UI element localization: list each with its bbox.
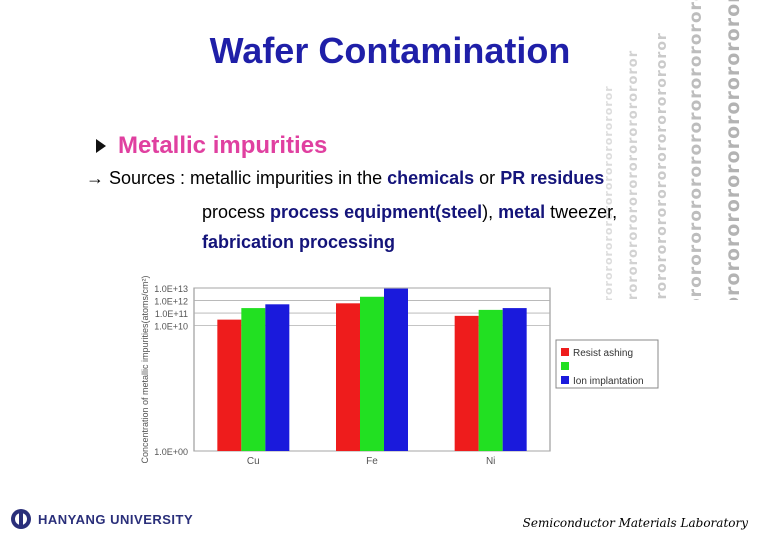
metal-text: metal bbox=[498, 202, 546, 222]
y-tick-label: 1.0E+11 bbox=[155, 309, 188, 319]
sources-prefix: → Sources : metallic impurities in the bbox=[86, 168, 388, 188]
bar bbox=[384, 288, 408, 451]
sources-line-2: process process equipment(steel), metal … bbox=[202, 202, 617, 223]
pr-residues-text: PR residues bbox=[500, 168, 605, 188]
bar bbox=[360, 296, 384, 451]
bar bbox=[265, 304, 290, 451]
or-text: or bbox=[474, 168, 501, 188]
university-logo: HANYANG UNIVERSITY bbox=[10, 508, 193, 530]
x-tick-label: Cu bbox=[247, 456, 260, 467]
lab-name: Semiconductor Materials Laboratory bbox=[522, 516, 748, 530]
bullet-heading: Metallic impurities bbox=[96, 128, 327, 164]
slide-title: Wafer Contamination bbox=[209, 30, 571, 71]
bar bbox=[217, 319, 242, 451]
bar bbox=[241, 308, 266, 451]
bar bbox=[502, 308, 527, 451]
tweezer-text: tweezer, bbox=[545, 202, 618, 222]
sources-line-3: fabrication processing bbox=[202, 232, 396, 252]
university-emblem-icon bbox=[11, 509, 31, 529]
y-tick-label: 1.0E+10 bbox=[154, 322, 188, 332]
bar bbox=[478, 309, 503, 451]
legend-swatch bbox=[561, 376, 569, 384]
x-tick-label: Fe bbox=[366, 456, 378, 467]
bar bbox=[336, 303, 360, 451]
university-name: HANYANG UNIVERSITY bbox=[38, 511, 194, 527]
legend-label: Resist ashing bbox=[573, 348, 633, 359]
bullet-text: Metallic impurities bbox=[118, 132, 328, 159]
process-text: process bbox=[202, 202, 271, 222]
triangle-bullet-icon bbox=[96, 139, 106, 153]
sources-line-1: → Sources : metallic impurities in the c… bbox=[86, 168, 604, 189]
bar bbox=[454, 315, 479, 451]
separator-text: ), bbox=[482, 202, 499, 222]
y-tick-label: 1.0E+00 bbox=[154, 447, 188, 457]
legend-swatch bbox=[561, 348, 569, 356]
legend-label: Ion implantation bbox=[573, 376, 644, 387]
y-tick-label: 1.0E+13 bbox=[154, 284, 188, 294]
chemicals-text: chemicals bbox=[387, 168, 475, 188]
y-axis-label: Concentration of metallic impurities(ato… bbox=[140, 275, 150, 463]
legend-box bbox=[555, 339, 659, 389]
equipment-text: process equipment(steel bbox=[270, 202, 483, 222]
x-tick-label: Ni bbox=[486, 456, 495, 467]
legend-swatch bbox=[561, 362, 569, 370]
y-tick-label: 1.0E+12 bbox=[154, 297, 188, 307]
contamination-bar-chart: 1.0E+00 1.0E+10 1.0E+11 1.0E+12 1.0E+13 Conce… bbox=[140, 275, 659, 467]
